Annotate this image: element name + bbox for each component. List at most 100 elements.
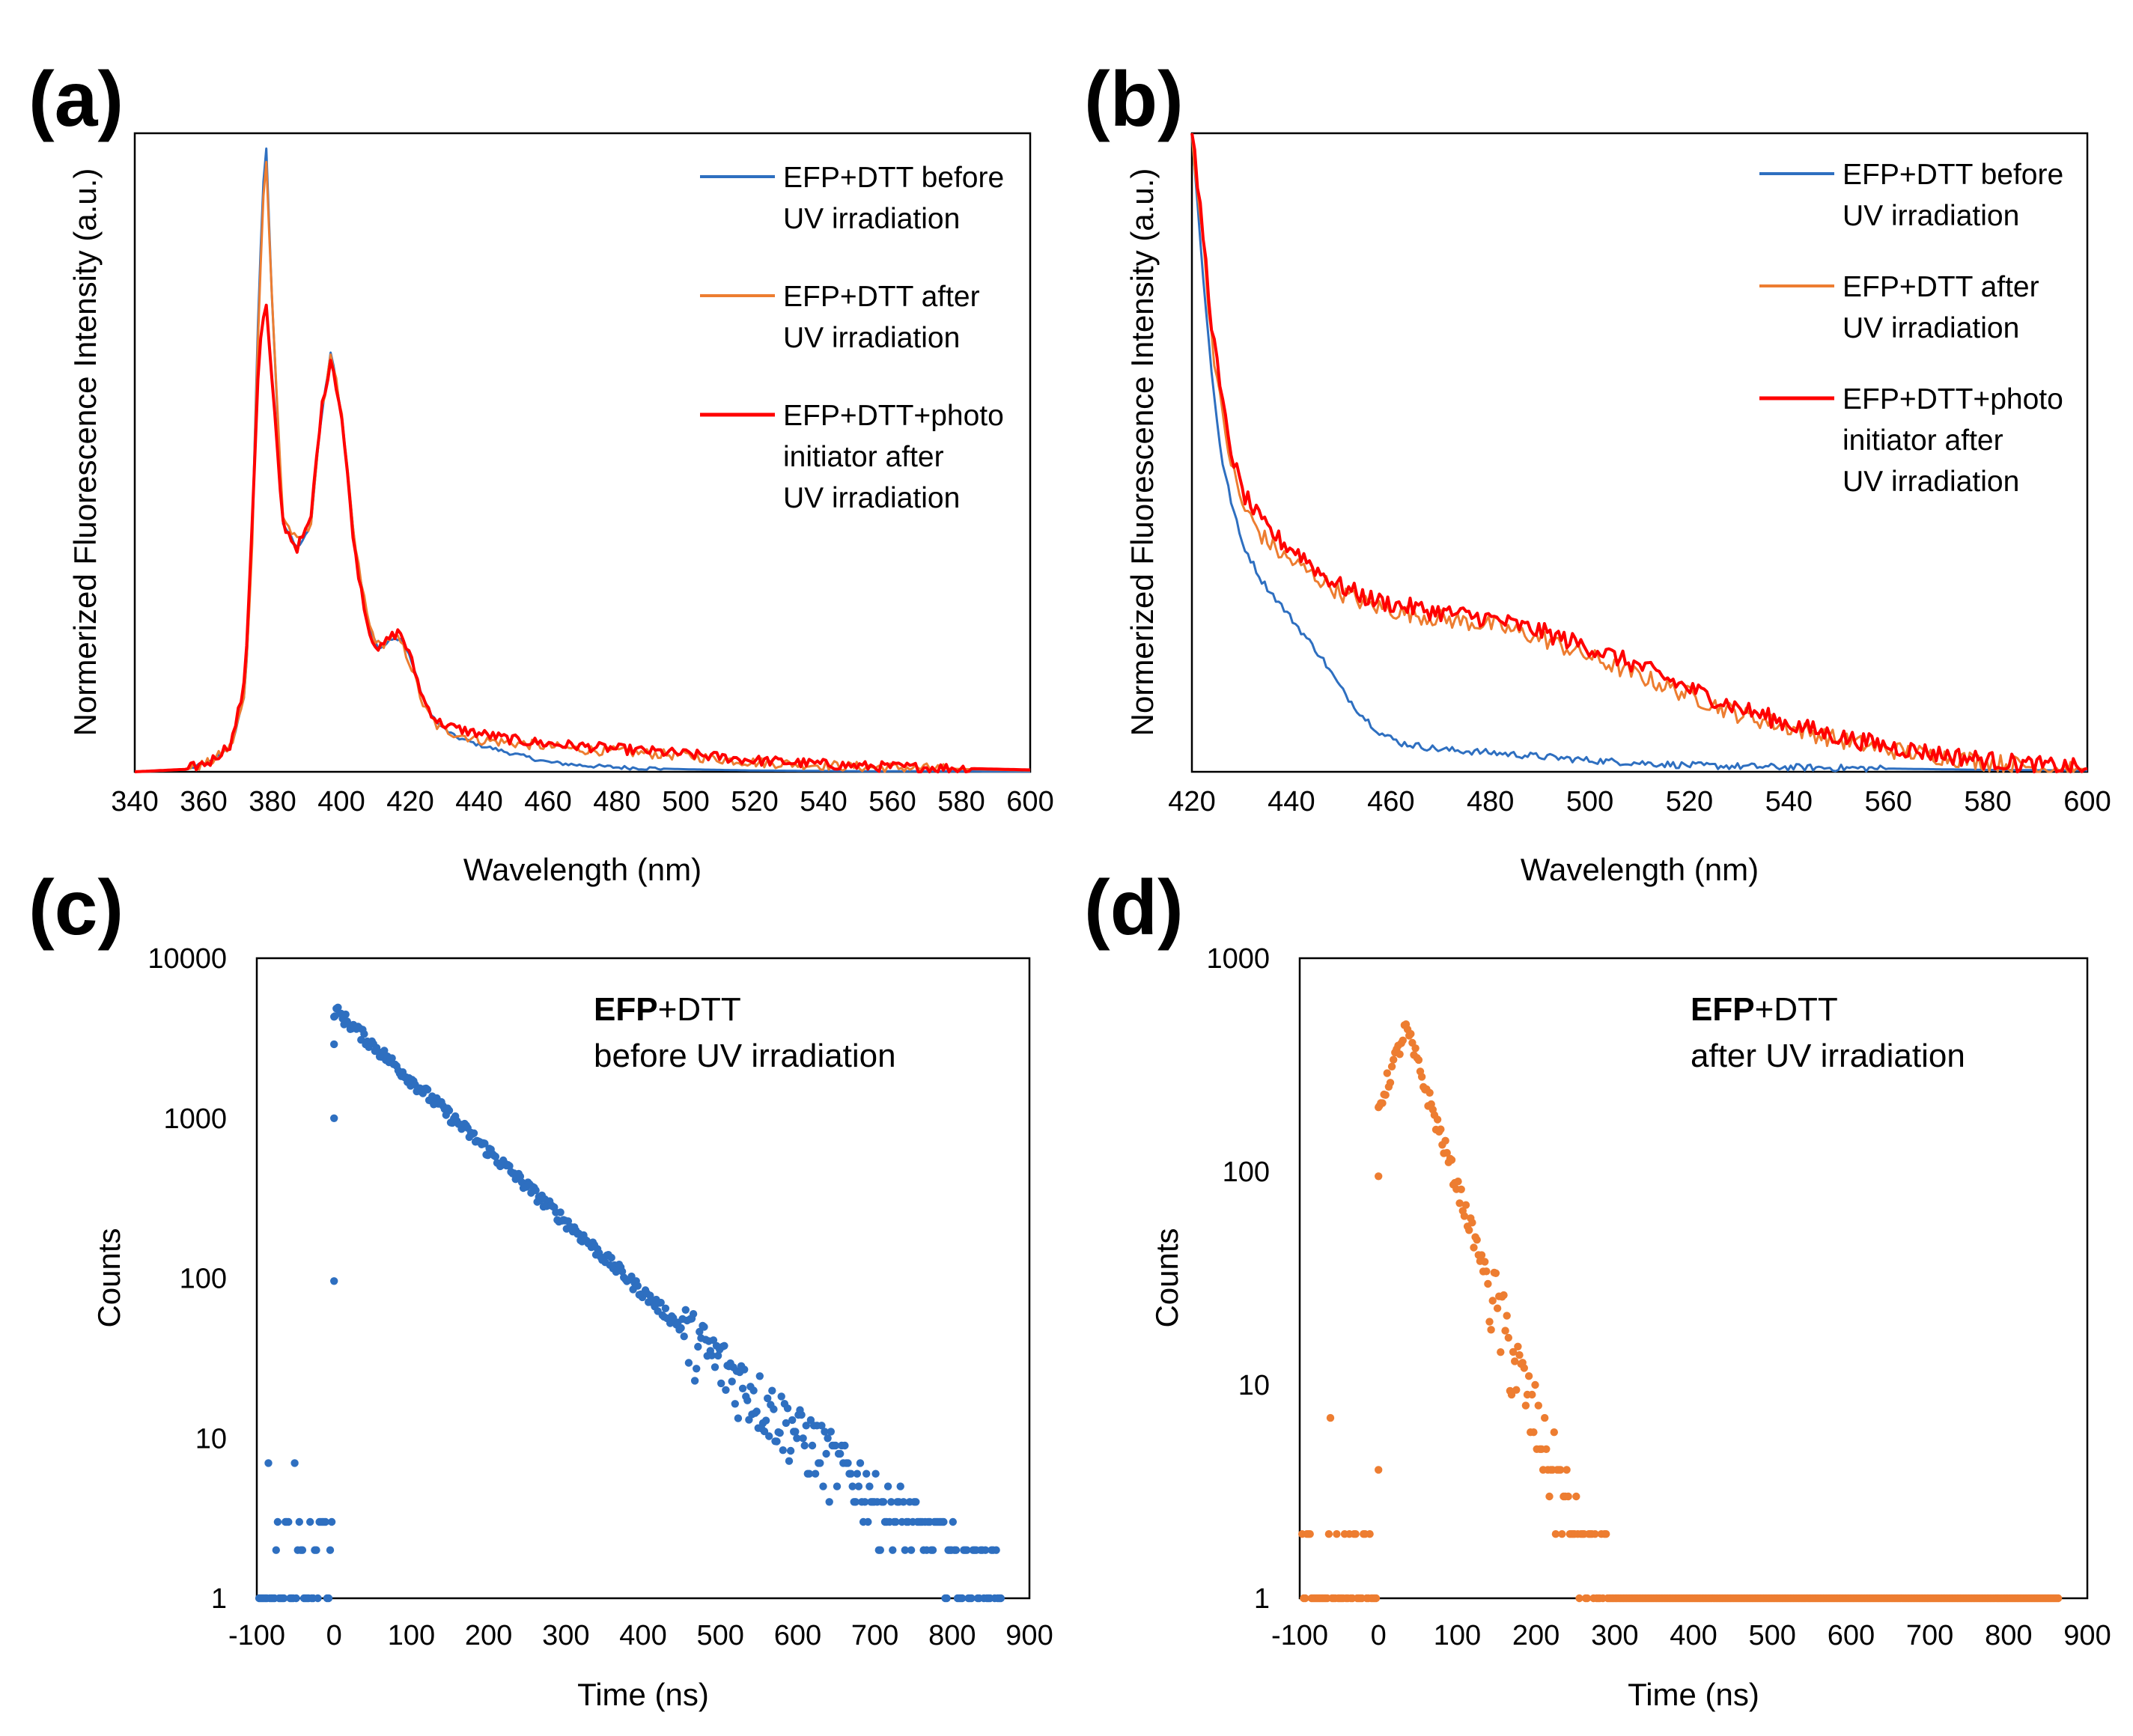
scatter-point-c-311 [731, 1400, 739, 1408]
x-tick-label-c-4: 300 [542, 1620, 589, 1651]
scatter-point-c-59 [341, 1010, 350, 1019]
scatter-point-d-144 [1521, 1401, 1530, 1410]
plot-frame-a [133, 132, 1032, 773]
scatter-point-c-395 [861, 1498, 869, 1506]
scatter-point-d-5 [1306, 1530, 1314, 1538]
x-tick-label-a-13: 600 [1006, 786, 1053, 817]
scatter-point-d-101 [1454, 1178, 1462, 1186]
panel-label-d: (d) [1084, 865, 1184, 951]
annotation-c-bold: EFP [594, 991, 658, 1028]
x-tick-label-d-10: 900 [2063, 1620, 2111, 1651]
y-axis-title-a: Normerized Fluorescence Intensity (a.u.) [67, 168, 103, 737]
scatter-point-c-142 [469, 1129, 478, 1138]
scatter-point-c-389 [851, 1498, 860, 1506]
annotation-c-rest: +DTT [658, 991, 741, 1028]
scatter-point-c-317 [740, 1365, 749, 1374]
scatter-point-c-112 [423, 1085, 432, 1094]
scatter-point-c-16 [279, 1594, 288, 1603]
scatter-point-d-64 [1396, 1050, 1404, 1059]
plot-frame-c [255, 957, 1031, 1600]
scatter-point-c-263 [657, 1298, 665, 1307]
scatter-point-c-291 [700, 1323, 708, 1331]
scatter-point-c-452 [949, 1517, 958, 1526]
scatter-point-c-149 [481, 1139, 489, 1148]
x-tick-label-a-5: 440 [455, 786, 502, 817]
scatter-point-c-11 [272, 1546, 280, 1554]
y-axis-title-b: Normerized Fluorescence Intensity (a.u.) [1125, 168, 1160, 737]
x-axis-title-a: Wavelength (nm) [463, 852, 702, 887]
x-tick-labels-b: 420 440 460 480 500 520 540 560 580 600 [1168, 786, 2111, 817]
scatter-point-c-45 [324, 1594, 333, 1603]
annotation-d-line2: after UV irradiation [1691, 1038, 1965, 1074]
scatter-point-d-97 [1447, 1156, 1456, 1164]
scatter-point-c-480 [992, 1546, 1000, 1554]
scatter-point-d-48 [1375, 1466, 1383, 1474]
scatter-point-c-238 [618, 1267, 627, 1276]
scatter-point-c-276 [677, 1324, 685, 1333]
annotation-d-rest: +DTT [1755, 991, 1838, 1028]
scatter-point-c-357 [802, 1422, 811, 1430]
scatter-point-d-111 [1470, 1243, 1478, 1252]
scatter-point-c-428 [912, 1498, 920, 1506]
x-tick-label-a-7: 480 [593, 786, 640, 817]
scatter-point-d-119 [1482, 1267, 1491, 1276]
scatter-point-c-397 [864, 1517, 872, 1526]
scatter-point-c-350 [791, 1428, 800, 1436]
x-tick-label-d-7: 600 [1828, 1620, 1875, 1651]
scatter-point-c-126 [445, 1106, 454, 1115]
scatter-point-d-176 [1572, 1492, 1580, 1501]
scatter-point-c-361 [808, 1441, 817, 1450]
legend-label-a-1-line2: UV irradiation [783, 322, 960, 354]
legend-label-a-2-line3: UV irradiation [783, 482, 960, 514]
scatter-point-d-53 [1378, 1099, 1387, 1107]
panel-label-c: (c) [28, 865, 124, 951]
scatter-point-c-285 [690, 1377, 699, 1385]
x-tick-label-d-4: 300 [1591, 1620, 1638, 1651]
scatter-point-d-90 [1437, 1125, 1445, 1133]
legend-label-b-0-line1: EFP+DTT before [1843, 159, 2063, 191]
scatter-point-d-159 [1545, 1492, 1554, 1501]
scatter-point-c-156 [491, 1152, 500, 1161]
scatter-point-c-231 [607, 1253, 615, 1262]
legend-label-b-2-line2: initiator after [1843, 424, 2003, 457]
x-tick-label-a-12: 580 [937, 786, 985, 817]
scatter-point-d-59 [1387, 1062, 1396, 1071]
scatter-point-d-157 [1542, 1445, 1551, 1454]
panel-c: (c) -100 0 100 200 300 400 500 600 700 800 900 1 10 1… [28, 865, 1053, 1712]
scatter-point-c-19 [284, 1517, 293, 1526]
scatter-point-d-74 [1411, 1044, 1420, 1053]
scatter-point-d-148 [1528, 1390, 1536, 1399]
scatter-point-c-348 [788, 1416, 797, 1425]
y-tick-label-c-3: 1000 [163, 1103, 227, 1135]
scatter-point-d-34 [1351, 1530, 1360, 1538]
scatter-point-c-266 [661, 1304, 670, 1313]
scatter-point-c-446 [940, 1517, 948, 1526]
scatter-point-c-344 [782, 1419, 791, 1428]
tick-labels-c: -100 0 100 200 300 400 500 600 700 800 900 1 10 100 10… [147, 943, 1053, 1651]
x-tick-label-b-0: 420 [1168, 786, 1215, 817]
x-tick-label-b-1: 440 [1268, 786, 1315, 817]
scatter-point-c-287 [694, 1342, 702, 1351]
scatter-point-c-376 [831, 1441, 840, 1450]
scatter-point-d-122 [1487, 1326, 1495, 1334]
scatter-point-d-118 [1481, 1258, 1489, 1266]
scatter-point-d-130 [1500, 1291, 1508, 1300]
scatter-point-d-150 [1531, 1380, 1539, 1389]
scatter-point-d-105 [1460, 1212, 1469, 1220]
scatter-point-d-43 [1366, 1530, 1374, 1538]
scatter-point-c-396 [862, 1469, 871, 1478]
x-tick-label-b-6: 540 [1765, 786, 1813, 817]
scatter-point-c-387 [848, 1482, 856, 1490]
scatter-point-c-461 [963, 1546, 971, 1554]
scatter-point-c-54 [334, 1003, 342, 1012]
scatter-point-c-341 [777, 1392, 785, 1401]
scatter-point-c-386 [847, 1469, 855, 1478]
y-tick-label-d-0: 1 [1254, 1583, 1270, 1615]
scatter-point-d-78 [1417, 1073, 1426, 1081]
scatter-point-c-284 [689, 1310, 698, 1318]
scatter-point-c-182 [532, 1186, 540, 1195]
scatter-point-c-296 [708, 1351, 716, 1359]
legend-label-a-0-line2: UV irradiation [783, 203, 960, 235]
x-tick-label-c-1: 0 [326, 1620, 342, 1651]
